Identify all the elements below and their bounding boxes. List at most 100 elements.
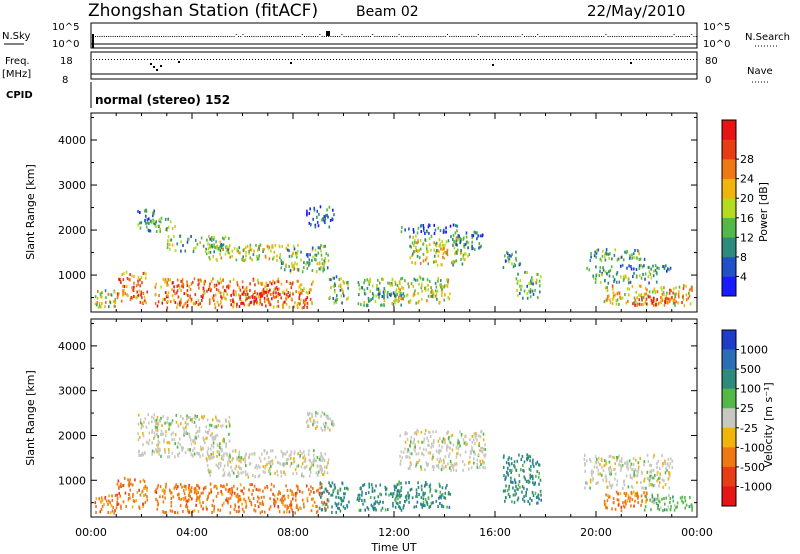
echo-cell (128, 493, 131, 496)
echo-cell (104, 289, 107, 293)
echo-cell (261, 500, 264, 504)
echo-cell (415, 452, 418, 456)
echo-cell (182, 305, 184, 309)
echo-cell (599, 257, 602, 261)
echo-cell (315, 459, 318, 463)
echo-cell (465, 235, 468, 239)
echo-cell (195, 503, 197, 507)
nsearch-dot (290, 36, 292, 37)
nave-dot (246, 59, 247, 60)
echo-cell (293, 460, 295, 464)
echo-cell (604, 253, 606, 257)
echo-cell (653, 476, 655, 480)
echo-cell (599, 269, 601, 273)
echo-cell (116, 496, 119, 500)
echo-cell (312, 504, 314, 508)
echo-cell (268, 455, 270, 459)
echo-cell (284, 472, 287, 476)
echo-cell (251, 258, 253, 262)
echo-cell (104, 496, 107, 499)
power-echo-cells (94, 205, 693, 310)
echo-cell (505, 461, 508, 465)
echo-cell (210, 490, 213, 494)
echo-cell (438, 460, 441, 464)
time-tick-label: 12:00 (378, 526, 410, 539)
echo-cell (620, 255, 623, 259)
echo-cell (173, 289, 175, 293)
echo-cell (504, 499, 506, 503)
echo-cell (654, 474, 656, 478)
echo-cell (154, 425, 157, 429)
echo-cell (254, 504, 256, 508)
echo-cell (338, 507, 340, 510)
echo-cell (220, 291, 222, 295)
echo-cell (233, 508, 236, 511)
echo-cell (323, 215, 326, 219)
echo-cell (231, 249, 234, 253)
echo-cell (589, 259, 592, 263)
echo-cell (160, 216, 163, 220)
echo-cell (109, 501, 111, 505)
echo-cell (234, 467, 236, 471)
echo-cell (663, 479, 665, 483)
echo-cell (173, 298, 175, 302)
echo-cell (299, 454, 301, 458)
echo-cell (331, 505, 333, 509)
echo-cell (456, 243, 458, 247)
echo-cell (397, 286, 400, 290)
nsearch-dot (147, 36, 149, 37)
echo-cell (373, 502, 375, 506)
echo-cell (294, 301, 296, 305)
echo-cell (217, 491, 219, 495)
echo-cell (466, 240, 468, 244)
echo-cell (684, 506, 686, 510)
echo-cell (292, 497, 294, 501)
echo-cell (430, 294, 432, 298)
echo-cell (377, 293, 380, 296)
echo-cell (443, 247, 445, 250)
colorbar-segment (722, 159, 736, 179)
echo-cell (441, 244, 444, 248)
echo-cell (688, 294, 691, 298)
echo-cell (168, 422, 171, 426)
nave-dot (492, 59, 493, 60)
echo-cell (260, 291, 262, 295)
echo-cell (511, 252, 513, 256)
nave-dot (606, 59, 607, 60)
echo-cell (424, 491, 426, 495)
echo-cell (414, 443, 416, 447)
echo-cell (408, 500, 410, 504)
nsearch-dot (469, 36, 470, 37)
echo-cell (224, 289, 227, 293)
echo-cell (689, 496, 691, 500)
echo-cell (160, 432, 162, 436)
echo-cell (304, 457, 306, 461)
nsearch-dot (634, 36, 635, 37)
echo-cell (528, 282, 530, 286)
echo-cell (503, 454, 505, 458)
echo-cell (420, 465, 422, 469)
echo-cell (278, 245, 281, 249)
echo-cell (314, 223, 317, 227)
nsearch-dot (312, 36, 314, 37)
echo-cell (638, 302, 641, 306)
echo-cell (413, 277, 416, 281)
echo-cell (263, 495, 265, 499)
echo-cell (651, 493, 653, 497)
echo-cell (105, 499, 108, 503)
echo-cell (427, 288, 429, 292)
echo-cell (461, 262, 464, 266)
echo-cell (389, 283, 392, 287)
echo-cell (367, 491, 370, 495)
echo-cell (160, 429, 163, 433)
echo-cell (327, 461, 329, 465)
echo-cell (320, 493, 323, 497)
echo-cell (213, 243, 215, 247)
echo-cell (225, 425, 228, 429)
echo-cell (252, 292, 255, 296)
echo-cell (616, 258, 619, 262)
echo-cell (599, 266, 602, 270)
echo-cell (417, 292, 419, 295)
echo-cell (371, 486, 374, 490)
echo-cell (591, 473, 593, 477)
